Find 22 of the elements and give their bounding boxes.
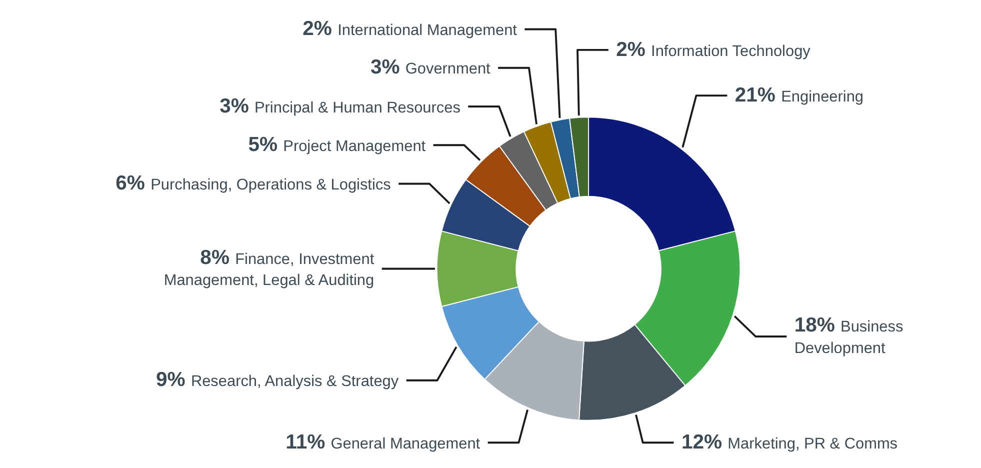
data-label: 3% [370,56,406,79]
data-label: 5% [248,134,284,156]
slice-label: Engineering [781,88,864,106]
data-label: 8% [200,246,236,269]
data-label: 18% [794,314,841,337]
slice-label: Purchasing, Operations & Logistics [150,176,391,194]
data-label: 2% [616,38,652,61]
slice-label: Principal & Human Resources [254,99,460,116]
data-label: 11% [286,431,331,454]
slice-label: Information Technology [651,42,810,60]
slice-label: Marketing, PR & Comms [728,435,898,452]
slice-label: Research, Analysis & Strategy [190,373,399,390]
data-label: 6% [116,172,151,195]
data-label: 2% [302,18,338,40]
data-label: 21% [734,84,782,106]
data-label: 9% [156,369,191,392]
slice-label: Government [405,60,490,78]
data-label: 3% [220,95,254,118]
data-label: 12% [681,431,728,454]
slice-label: Project Management [283,138,426,155]
slice-label: International Management [338,22,517,40]
slice-label: General Management [330,435,480,452]
